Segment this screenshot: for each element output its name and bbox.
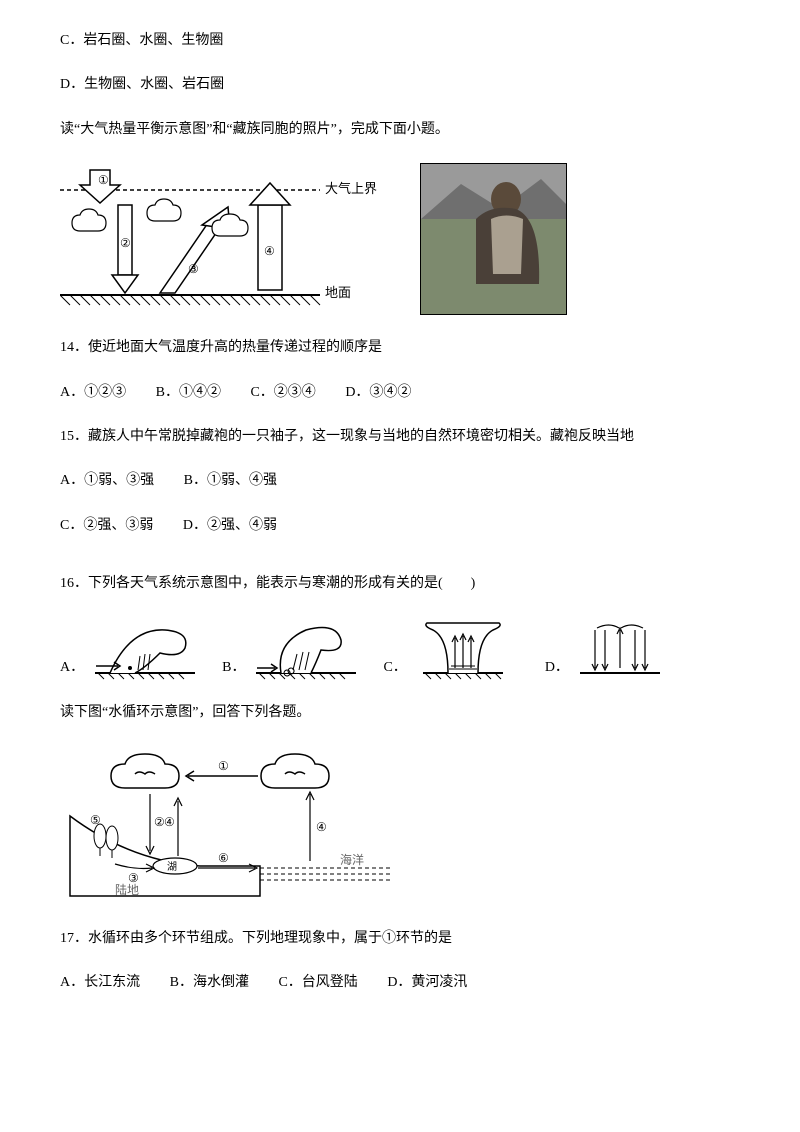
q16-diagram-d xyxy=(575,618,665,680)
q17-stem: 17．水循环由多个环节组成。下列地理现象中，属于①环节的是 xyxy=(60,928,740,950)
label-ground: 地面 xyxy=(325,285,351,300)
wc-mark-5: ⑤ xyxy=(90,813,101,827)
q17-opt-c[interactable]: C．台风登陆 xyxy=(278,975,357,990)
q16-stem: 16．下列各天气系统示意图中，能表示与寒潮的形成有关的是( ) xyxy=(60,573,740,595)
water-cycle-diagram: ① 湖 ⑤ ② ④ ③ xyxy=(60,746,400,906)
q15-stem: 15．藏族人中午常脱掉藏袍的一只袖子，这一现象与当地的自然环境密切相关。藏袍反映… xyxy=(60,426,740,448)
q14-stem: 14．使近地面大气温度升高的热量传递过程的顺序是 xyxy=(60,337,740,359)
mark-1: ① xyxy=(98,173,109,187)
q16-label-a[interactable]: A． xyxy=(60,657,84,679)
wc-mark-4b: ④ xyxy=(316,820,327,834)
q17-opt-b[interactable]: B．海水倒灌 xyxy=(170,975,249,990)
q14-opt-a[interactable]: A．①②③ xyxy=(60,385,126,400)
tibetan-photo xyxy=(420,163,567,315)
label-land: 陆地 xyxy=(115,882,139,897)
mark-2: ② xyxy=(120,236,131,250)
q16-diagram-b xyxy=(251,618,361,680)
wc-mark-1: ① xyxy=(218,759,229,773)
q16-figures: A． B． C． xyxy=(60,618,740,680)
water-cycle-figure: ① 湖 ⑤ ② ④ ③ xyxy=(60,746,740,906)
q14-options: A．①②③ B．①④② C．②③④ D．③④② xyxy=(60,382,740,404)
q15-options-row1: A．①弱、③强 B．①弱、④强 xyxy=(60,470,740,492)
q17-opt-d[interactable]: D．黄河凌汛 xyxy=(387,975,467,990)
wc-mark-4: ④ xyxy=(164,815,175,829)
wc-mark-6: ⑥ xyxy=(218,851,229,865)
q14-opt-b[interactable]: B．①④② xyxy=(156,385,221,400)
option-c: C．岩石圈、水圈、生物圈 xyxy=(60,30,740,52)
figure-row-1: ① ② ③ ④ 大气上界 地面 xyxy=(60,163,740,315)
q16-diagram-a xyxy=(90,618,200,680)
label-atmos-top: 大气上界 xyxy=(325,181,377,196)
q17-options: A．长江东流 B．海水倒灌 C．台风登陆 D．黄河凌汛 xyxy=(60,972,740,994)
q15-opt-c[interactable]: C．②强、③弱 xyxy=(60,518,153,533)
q14-opt-d[interactable]: D．③④② xyxy=(345,385,411,400)
q17-opt-a[interactable]: A．长江东流 xyxy=(60,975,140,990)
q15-opt-b[interactable]: B．①弱、④强 xyxy=(184,473,277,488)
intro-1: 读“大气热量平衡示意图”和“藏族同胞的照片”，完成下面小题。 xyxy=(60,119,740,141)
q16-label-b[interactable]: B． xyxy=(222,657,245,679)
q15-opt-a[interactable]: A．①弱、③强 xyxy=(60,473,154,488)
q16-label-d[interactable]: D． xyxy=(545,657,569,679)
heat-balance-diagram: ① ② ③ ④ 大气上界 地面 xyxy=(60,165,390,315)
q16-label-c[interactable]: C． xyxy=(383,657,406,679)
mark-3: ③ xyxy=(188,262,199,276)
q14-opt-c[interactable]: C．②③④ xyxy=(250,385,315,400)
mark-4: ④ xyxy=(264,244,275,258)
intro-2: 读下图“水循环示意图”，回答下列各题。 xyxy=(60,702,740,724)
option-d: D．生物圈、水圈、岩石圈 xyxy=(60,74,740,96)
q15-opt-d[interactable]: D．②强、④弱 xyxy=(183,518,277,533)
q15-options-row2: C．②强、③弱 D．②强、④弱 xyxy=(60,515,740,537)
label-sea: 海洋 xyxy=(340,852,364,867)
svg-text:湖: 湖 xyxy=(167,861,177,873)
q16-diagram-c xyxy=(413,618,513,680)
